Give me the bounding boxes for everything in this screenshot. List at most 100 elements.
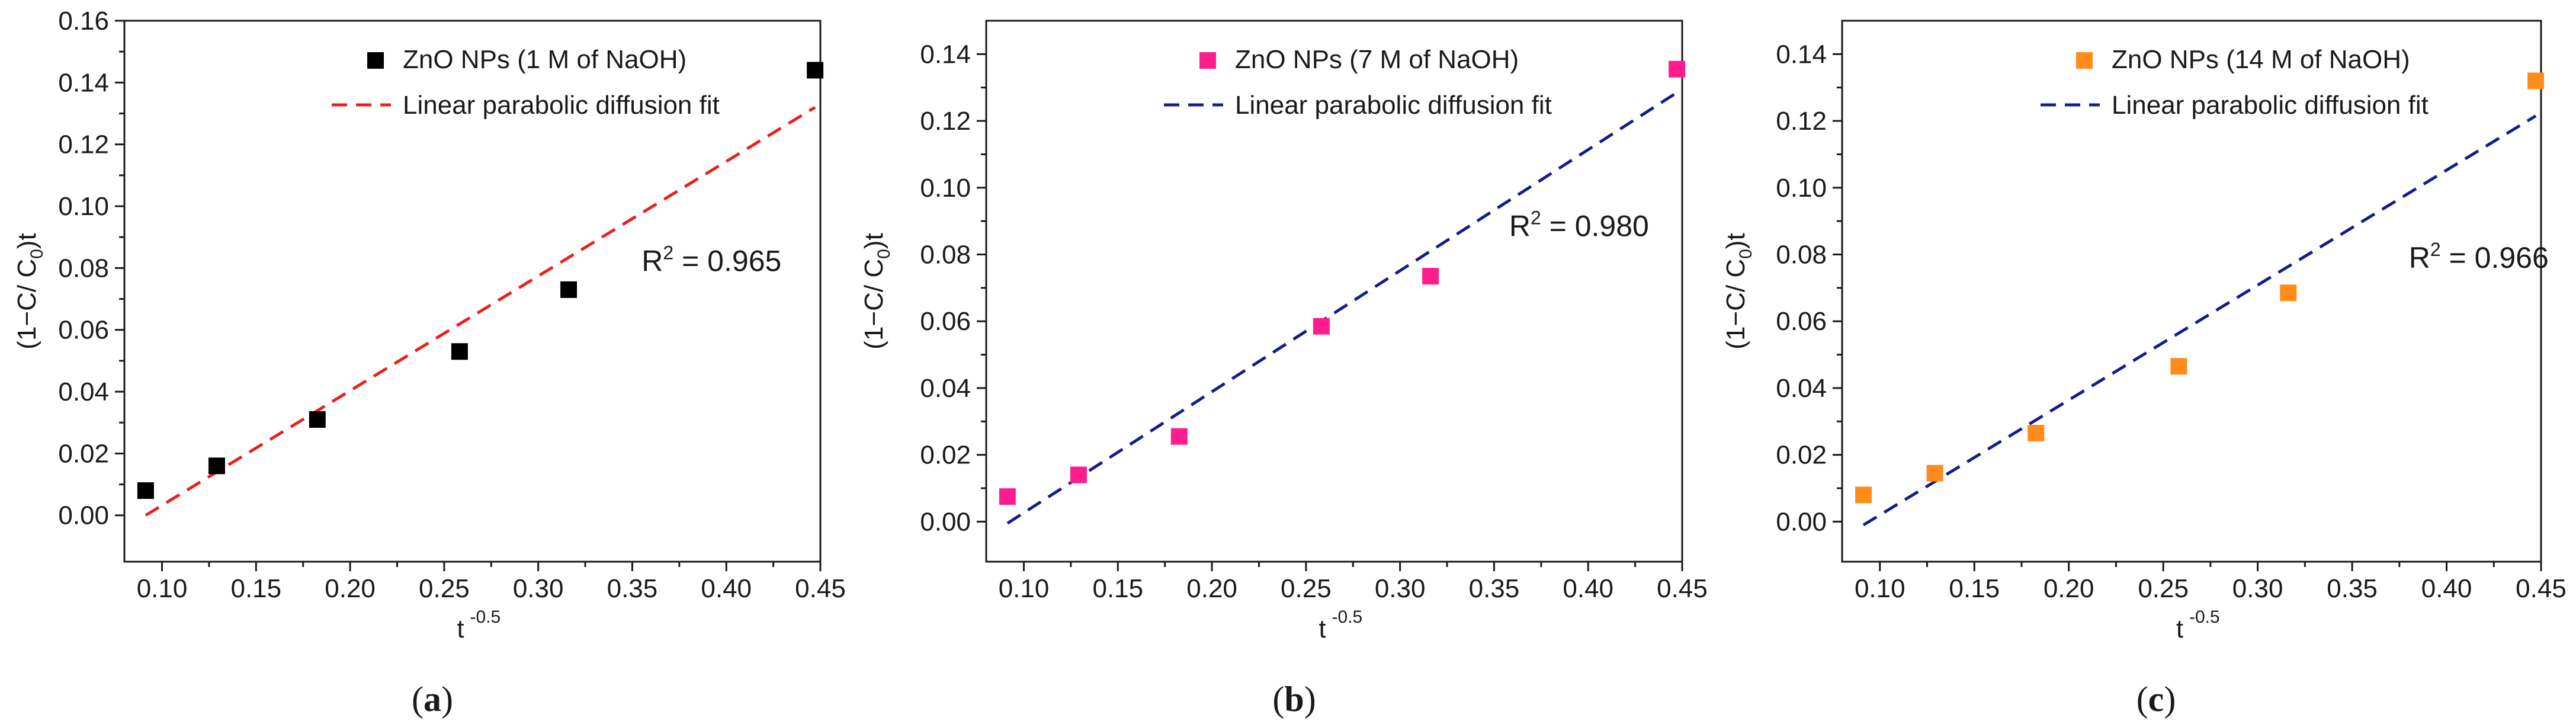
x-tick-label: 0.10 [137,574,188,603]
x-tick-label: 0.45 [795,574,846,603]
y-axis-label-sub: 0 [1736,249,1756,259]
x-tick-label: 0.15 [230,574,281,603]
y-tick-label: 0.14 [58,68,109,97]
data-point [1313,318,1330,335]
chart-panel-b: 0.10 0.15 0.20 0.25 0.30 0.35 0.40 0.45 0.00 0.02… [859,20,1708,719]
legend-marker [367,52,384,69]
data-point [1170,428,1188,445]
y-tick-label: 0.00 [58,501,109,530]
y-axis-label: (1−C/ C0)t [12,233,47,349]
panel-caption-letter: a [424,680,441,719]
fit-line [1006,91,1678,525]
data-point [1855,486,1872,504]
legend: ZnO NPs (14 M of NaOH) Linear parabolic d… [2041,45,2429,120]
x-tick-label: 0.25 [1281,574,1332,603]
y-axis-label-main: (1−C/ C [859,259,888,350]
legend-marker [2076,52,2093,69]
chart-panel-c: 0.10 0.15 0.20 0.25 0.30 0.35 0.40 0.45 0.00 0.02… [1721,20,2567,719]
legend-label-fit: Linear parabolic diffusion fit [2112,91,2429,120]
panel-caption: (b) [1272,680,1316,719]
y-axis-label-tail: )t [859,233,888,249]
x-tick-label: 0.15 [1949,574,2000,603]
y-tick-label: 0.02 [920,441,971,470]
data-point [1422,268,1439,285]
y-tick-label: 0.08 [58,254,109,283]
r-squared-value: = 0.965 [673,245,781,278]
y-axis-label-main: (1−C/ C [1721,259,1750,350]
r-squared-sup: 2 [2430,239,2441,260]
data-point [807,62,824,79]
r-squared-value: = 0.980 [1541,210,1649,243]
data-point [1669,60,1686,78]
legend-label-fit: Linear parabolic diffusion fit [403,91,720,120]
panel-caption-open: ( [412,680,424,719]
plot-frame [123,20,822,563]
y-axis-label-main: (1−C/ C [12,259,41,350]
x-tick-label: 0.30 [513,574,564,603]
panel-caption-close: ) [2164,680,2176,719]
data-point [999,488,1016,505]
legend-label-fit: Linear parabolic diffusion fit [1235,91,1552,120]
legend-label-scatter: ZnO NPs (7 M of NaOH) [1235,45,1519,74]
x-tick-label: 0.40 [2421,574,2472,603]
data-point [2170,358,2187,375]
x-axis-label-sup: -0.5 [470,607,501,627]
panel-caption-letter: c [2148,680,2164,719]
x-tick-label: 0.20 [2044,574,2094,603]
y-tick-label: 0.16 [58,7,109,36]
r-squared-annotation: R2 = 0.966 [2409,239,2549,274]
panel-caption-open: ( [1272,680,1284,719]
x-tick-label: 0.45 [1657,574,1708,603]
fit-line [145,105,816,517]
data-point [1926,465,1943,482]
data-point [208,457,225,475]
y-tick-label: 0.10 [1776,174,1827,203]
y-tick-label: 0.04 [920,374,971,403]
legend-label-scatter: ZnO NPs (14 M of NaOH) [2112,45,2410,74]
y-tick-label: 0.08 [1776,241,1827,270]
data-point [2280,284,2297,302]
y-tick-label: 0.04 [58,377,109,406]
x-tick-label: 0.45 [2516,574,2567,603]
x-tick-label: 0.20 [325,574,376,603]
r-squared-r: R [2409,241,2430,274]
y-tick-label: 0.00 [1776,507,1827,536]
y-tick-label: 0.06 [58,316,109,345]
r-squared-annotation: R2 = 0.980 [1509,207,1649,243]
r-squared-r: R [641,245,663,278]
x-axis-label-sup: -0.5 [2189,607,2220,627]
x-axis-label: t [2176,614,2183,643]
plot-frame [985,20,1683,563]
chart-panel-a: 0.10 0.15 0.20 0.25 0.30 0.35 0.40 0.45 0.00 0.02… [12,7,846,719]
x-tick-label: 0.25 [419,574,470,603]
x-tick-label: 0.35 [2327,574,2378,603]
r-squared-sup: 2 [1531,207,1541,229]
y-tick-label: 0.10 [58,192,109,221]
data-point [1070,466,1087,483]
panel-caption-close: ) [441,680,453,719]
y-tick-label: 0.12 [1776,107,1827,136]
y-tick-label: 0.14 [1776,40,1827,69]
y-tick-label: 0.10 [920,174,971,203]
x-axis-label: t [457,614,464,643]
y-tick-label: 0.06 [1776,307,1827,336]
y-tick-label: 0.12 [920,107,971,136]
data-point [137,482,154,499]
fit-line [1862,114,2537,527]
x-tick-label: 0.40 [701,574,752,603]
y-axis-label-tail: )t [12,233,41,249]
data-point [560,281,578,298]
x-tick-label: 0.10 [999,574,1050,603]
plot-frame [1841,20,2542,563]
y-tick-label: 0.02 [58,439,109,468]
y-tick-label: 0.04 [1776,374,1827,403]
x-tick-label: 0.20 [1186,574,1237,603]
r-squared-sup: 2 [663,242,673,264]
y-axis-label: (1−C/ C0)t [859,233,894,349]
legend: ZnO NPs (1 M of NaOH) Linear parabolic di… [332,45,720,120]
x-tick-label: 0.30 [2232,574,2283,603]
y-tick-label: 0.00 [920,507,971,536]
y-tick-label: 0.08 [920,241,971,270]
y-axis-label-sub: 0 [874,249,894,259]
